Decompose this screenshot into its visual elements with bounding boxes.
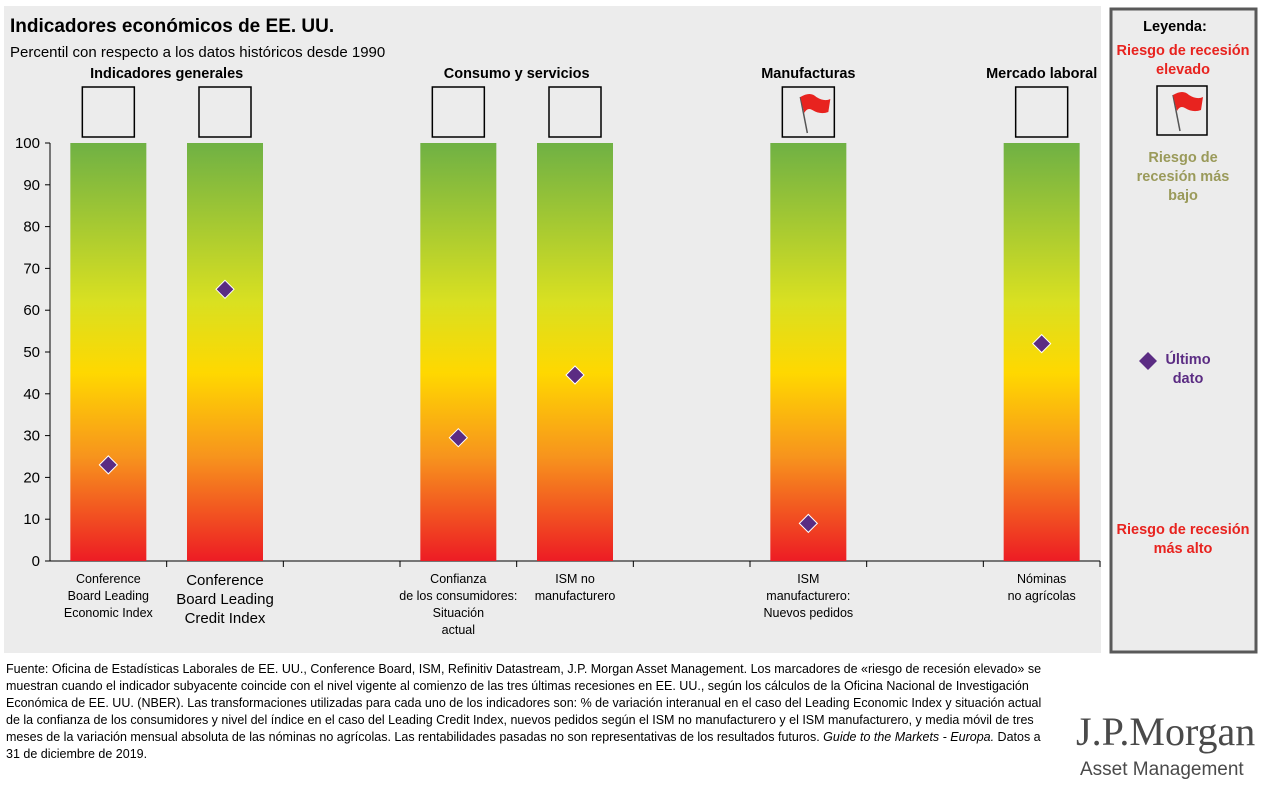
chart-subtitle: Percentil con respecto a los datos histó… [10,44,385,61]
range-bar [187,143,263,561]
footnote: Fuente: Oficina de Estadísticas Laborale… [6,661,1046,763]
footnote-italic: Guide to the Markets - Europa. [823,730,995,744]
x-tick-label: ISM no manufacturero [534,572,616,603]
legend-low: Riesgo de recesión más bajo [1136,150,1230,204]
logo-sub: Asset Management [1080,759,1244,780]
y-tick-label: 60 [23,302,40,319]
x-tick-label: Conference Board Leading Economic Index [63,572,153,620]
group-label: Mercado laboral [986,66,1097,82]
data-point [565,365,585,385]
x-tick-label: Conference Board Leading Credit Index [176,572,274,627]
footnote-end: Datos a 31 de diciembre de 2019. [6,730,1041,761]
range-bar [537,143,613,561]
legend-panel [1109,7,1258,654]
x-tick-label: ISM manufacturero: Nuevos pedidos [763,572,854,620]
y-tick-label: 0 [32,553,40,570]
range-bar [70,143,147,561]
data-point [98,455,119,475]
y-tick-label: 90 [23,177,40,194]
group-label: Indicadores generales [90,66,243,82]
legend-high: Riesgo de recesión más alto [1116,522,1250,557]
y-tick-label: 100 [15,135,40,152]
flag [800,94,831,114]
flag-box [431,86,486,138]
data-point [448,427,469,448]
y-tick-label: 30 [23,428,40,445]
y-tick-label: 80 [23,219,40,236]
flag-pole [1172,94,1181,132]
flag-pole [799,96,809,134]
range-bar [420,143,497,561]
x-tick-label: Confianza de los consumidores: Situación… [399,572,518,637]
range-bar [770,143,847,561]
flag-box [81,86,136,138]
y-tick-label: 20 [23,469,40,486]
flag [1173,92,1203,112]
chart-title: Indicadores económicos de EE. UU. [10,16,334,37]
data-point [215,279,235,300]
legend-flag: Riesgo de recesión elevado [1116,43,1250,78]
data-point [798,513,819,534]
logo: J.P.Morgan [1076,709,1256,754]
legend-title: Leyenda: [1143,19,1207,35]
legend-flag-box [1156,85,1208,136]
x-tick-label: Nóminas no agrícolas [1007,572,1076,603]
flag-box [548,86,602,138]
flag-box [1014,86,1069,138]
group-label: Manufacturas [761,66,855,82]
flag-box [198,86,252,138]
y-tick-label: 40 [23,386,40,403]
y-tick-label: 50 [23,344,40,361]
footnote-text: Fuente: Oficina de Estadísticas Laborale… [6,662,1042,744]
flag-box [781,86,836,138]
y-tick-label: 70 [23,260,40,277]
y-tick-label: 10 [23,511,40,528]
data-point [1031,333,1052,354]
legend-marker [1139,352,1157,370]
group-label: Consumo y servicios [444,66,590,82]
legend-series: Último dato [1165,352,1211,387]
